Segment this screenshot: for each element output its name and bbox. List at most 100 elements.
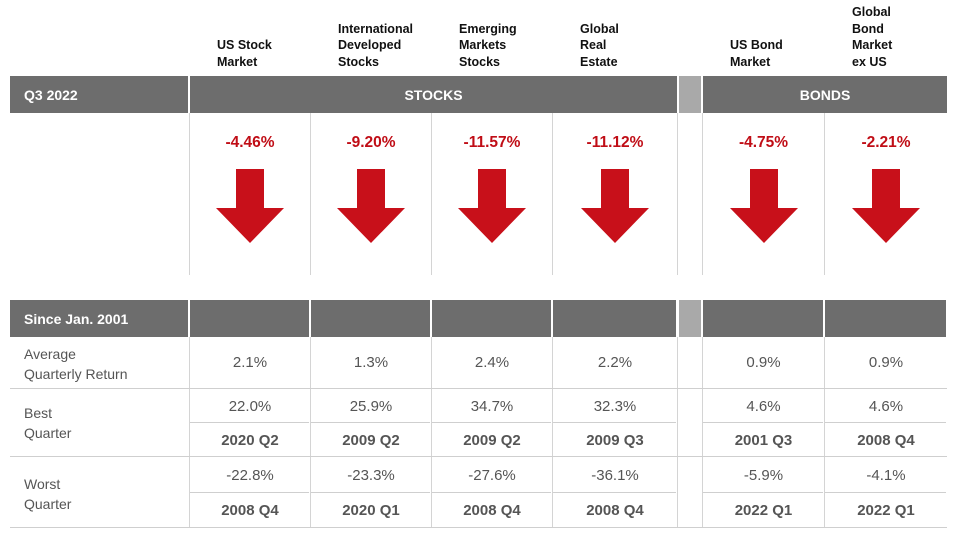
average-value: 2.1% — [232, 354, 268, 371]
worst-value: -4.1% — [866, 467, 906, 484]
worst-quarter: 2020 Q1 — [342, 502, 400, 519]
column-name: Global — [852, 5, 891, 19]
q3-return: -4.75% — [738, 134, 789, 151]
column-divider — [702, 337, 703, 528]
column-divider — [189, 337, 190, 528]
worst-value: -36.1% — [591, 467, 639, 484]
q3-return: -9.20% — [346, 134, 396, 151]
best-value: 32.3% — [593, 398, 637, 415]
column-divider — [677, 337, 678, 528]
down-arrow — [337, 169, 405, 243]
row-label: Quarter — [24, 496, 72, 512]
since-cell — [190, 300, 309, 337]
column-name: Estate — [580, 54, 618, 69]
q3-return: -4.46% — [225, 134, 275, 151]
column-divider — [552, 337, 553, 528]
row-divider — [825, 492, 946, 493]
arrow-shape — [581, 169, 649, 243]
row-divider — [311, 422, 430, 423]
column-name: Market — [730, 54, 771, 69]
q3-return: -2.21% — [861, 134, 911, 151]
column-divider — [702, 113, 703, 275]
row-label: Average — [24, 346, 76, 362]
row-divider — [10, 388, 947, 389]
column-divider — [431, 337, 432, 528]
column-name: Markets — [459, 38, 507, 52]
worst-quarter: 2008 Q4 — [221, 502, 279, 519]
column-name: Bond — [852, 21, 884, 36]
column-name: Stocks — [338, 54, 379, 69]
row-label: Quarter — [24, 425, 72, 441]
down-arrow — [852, 169, 920, 243]
row-label: Worst — [24, 476, 61, 492]
gap-cell — [679, 300, 701, 337]
column-name: Stocks — [459, 54, 500, 69]
best-quarter: 2001 Q3 — [734, 432, 793, 449]
column-name: US Stock — [217, 38, 272, 52]
row-divider — [311, 492, 430, 493]
row-divider — [190, 492, 309, 493]
down-arrow — [458, 169, 526, 243]
bonds-header: BONDS — [703, 76, 947, 113]
row-divider — [703, 492, 823, 493]
best-quarter: 2009 Q2 — [342, 432, 400, 449]
column-name: Market — [217, 54, 258, 69]
arrow-shape — [729, 169, 798, 243]
arrow-shape — [337, 169, 405, 243]
gap-cell — [679, 76, 701, 113]
period-header: Q3 2022 — [10, 76, 188, 113]
arrow-shape — [852, 169, 920, 243]
worst-value: -23.3% — [347, 467, 395, 484]
average-value: 2.2% — [597, 354, 633, 371]
since-cell — [432, 300, 551, 337]
down-arrow — [216, 169, 284, 243]
down-arrow — [581, 169, 649, 243]
column-divider — [824, 337, 825, 528]
column-name: Real — [580, 38, 607, 52]
column-divider — [310, 337, 311, 528]
average-value: 0.9% — [868, 354, 904, 371]
row-divider — [432, 422, 551, 423]
best-value: 4.6% — [746, 398, 781, 415]
worst-value: -5.9% — [743, 467, 784, 484]
column-name: ex US — [852, 54, 887, 69]
column-name: Emerging — [459, 21, 517, 36]
column-name: Developed — [338, 38, 402, 52]
best-quarter: 2009 Q2 — [463, 432, 521, 449]
q3-return: -11.12% — [586, 134, 644, 151]
since-cell — [703, 300, 823, 337]
row-divider — [432, 492, 551, 493]
worst-value: -22.8% — [226, 467, 274, 484]
average-value: 2.4% — [474, 354, 510, 371]
column-divider — [824, 113, 825, 275]
worst-value: -27.6% — [468, 467, 516, 484]
column-name: Market — [852, 38, 893, 52]
row-divider — [825, 422, 946, 423]
column-divider — [310, 113, 311, 275]
since-cell — [311, 300, 430, 337]
column-divider — [552, 113, 553, 275]
worst-quarter: 2008 Q4 — [586, 502, 644, 519]
since-header: Since Jan. 2001 — [10, 300, 188, 337]
stocks-header: STOCKS — [190, 76, 677, 113]
row-divider — [553, 492, 676, 493]
row-divider — [703, 422, 823, 423]
row-divider — [553, 422, 676, 423]
down-arrow — [729, 169, 798, 243]
arrow-shape — [458, 169, 526, 243]
worst-quarter: 2022 Q1 — [857, 502, 915, 519]
best-value: 25.9% — [349, 398, 393, 415]
since-cell — [553, 300, 676, 337]
average-value: 1.3% — [353, 354, 389, 371]
best-value: 22.0% — [228, 398, 272, 415]
q3-return: -11.57% — [463, 134, 521, 151]
arrow-shape — [216, 169, 284, 243]
best-quarter: 2008 Q4 — [857, 432, 915, 449]
worst-quarter: 2022 Q1 — [734, 502, 793, 519]
since-cell — [825, 300, 946, 337]
row-label: Quarterly Return — [24, 366, 128, 382]
row-divider — [10, 456, 947, 457]
row-divider — [10, 527, 947, 528]
best-quarter: 2009 Q3 — [586, 432, 644, 449]
